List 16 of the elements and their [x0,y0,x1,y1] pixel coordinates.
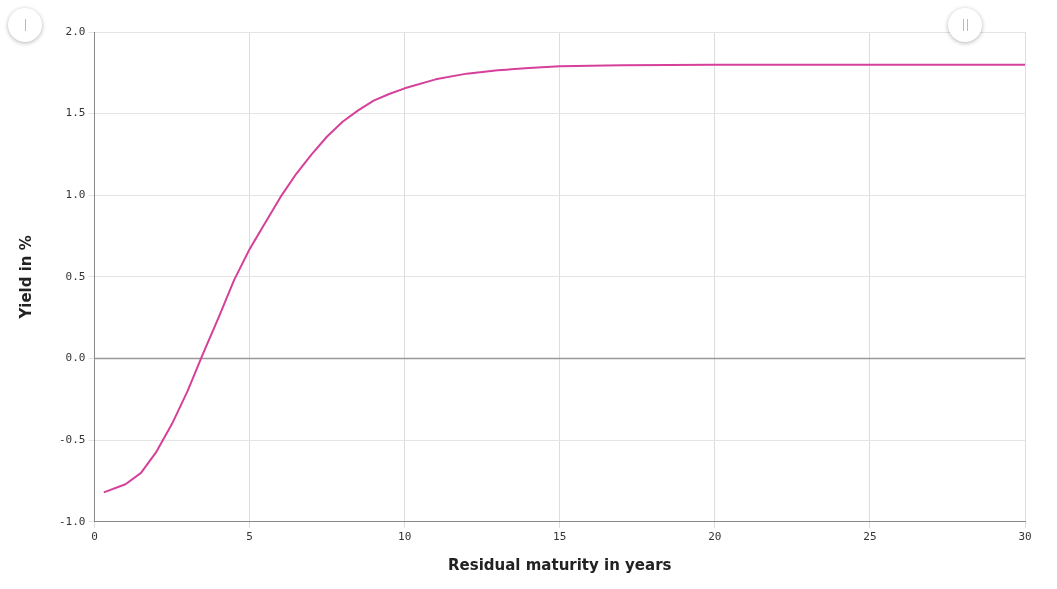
x-tick-label: 30 [1018,530,1032,544]
x-tick-label: 20 [708,530,722,544]
x-tick-label: 0 [91,530,98,544]
y-tick-label: -1.0 [58,514,86,528]
y-tick-label: 2.0 [65,24,86,38]
x-tick-label: 25 [863,530,877,544]
y-tick-label: -0.5 [58,433,86,447]
y-tick-label: 1.0 [65,188,86,202]
y-tick-label: 1.5 [65,106,86,120]
x-axis-title: Residual maturity in years [448,555,672,574]
x-tick-label: 10 [398,530,412,544]
x-tick-label: 15 [553,530,567,544]
y-axis-title: Yield in % [16,235,35,320]
y-tick-label: 0.5 [65,269,86,283]
x-tick-label: 5 [246,530,253,544]
y-tick-label: 0.0 [65,351,86,365]
